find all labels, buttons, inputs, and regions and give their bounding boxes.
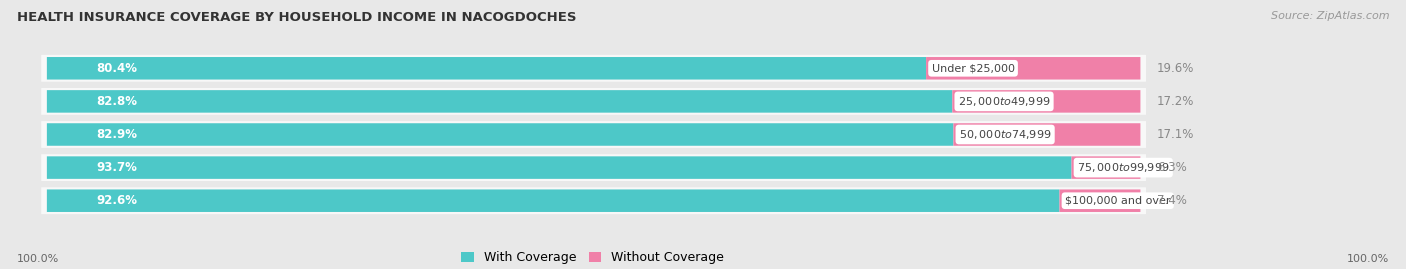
FancyBboxPatch shape [46, 123, 953, 146]
Text: $75,000 to $99,999: $75,000 to $99,999 [1077, 161, 1170, 174]
Text: 6.3%: 6.3% [1157, 161, 1187, 174]
Text: 100.0%: 100.0% [17, 254, 59, 264]
Legend: With Coverage, Without Coverage: With Coverage, Without Coverage [457, 246, 730, 269]
FancyBboxPatch shape [41, 154, 1146, 181]
FancyBboxPatch shape [41, 187, 1146, 214]
Text: 100.0%: 100.0% [1347, 254, 1389, 264]
FancyBboxPatch shape [46, 189, 1060, 212]
FancyBboxPatch shape [1071, 156, 1140, 179]
Text: 92.6%: 92.6% [96, 194, 136, 207]
FancyBboxPatch shape [41, 121, 1146, 148]
FancyBboxPatch shape [46, 156, 1071, 179]
Text: 82.8%: 82.8% [96, 95, 136, 108]
Text: Source: ZipAtlas.com: Source: ZipAtlas.com [1271, 11, 1389, 21]
Text: $50,000 to $74,999: $50,000 to $74,999 [959, 128, 1052, 141]
FancyBboxPatch shape [46, 90, 952, 113]
Text: 80.4%: 80.4% [96, 62, 136, 75]
Text: HEALTH INSURANCE COVERAGE BY HOUSEHOLD INCOME IN NACOGDOCHES: HEALTH INSURANCE COVERAGE BY HOUSEHOLD I… [17, 11, 576, 24]
Text: 17.1%: 17.1% [1157, 128, 1194, 141]
FancyBboxPatch shape [953, 123, 1140, 146]
Text: $100,000 and over: $100,000 and over [1064, 196, 1170, 206]
FancyBboxPatch shape [46, 57, 927, 80]
Text: $25,000 to $49,999: $25,000 to $49,999 [957, 95, 1050, 108]
FancyBboxPatch shape [41, 88, 1146, 115]
FancyBboxPatch shape [927, 57, 1140, 80]
FancyBboxPatch shape [1060, 189, 1140, 212]
FancyBboxPatch shape [41, 55, 1146, 82]
Text: 17.2%: 17.2% [1157, 95, 1194, 108]
Text: 93.7%: 93.7% [96, 161, 136, 174]
Text: Under $25,000: Under $25,000 [932, 63, 1015, 73]
FancyBboxPatch shape [952, 90, 1140, 113]
Text: 82.9%: 82.9% [96, 128, 136, 141]
Text: 7.4%: 7.4% [1157, 194, 1187, 207]
Text: 19.6%: 19.6% [1157, 62, 1194, 75]
